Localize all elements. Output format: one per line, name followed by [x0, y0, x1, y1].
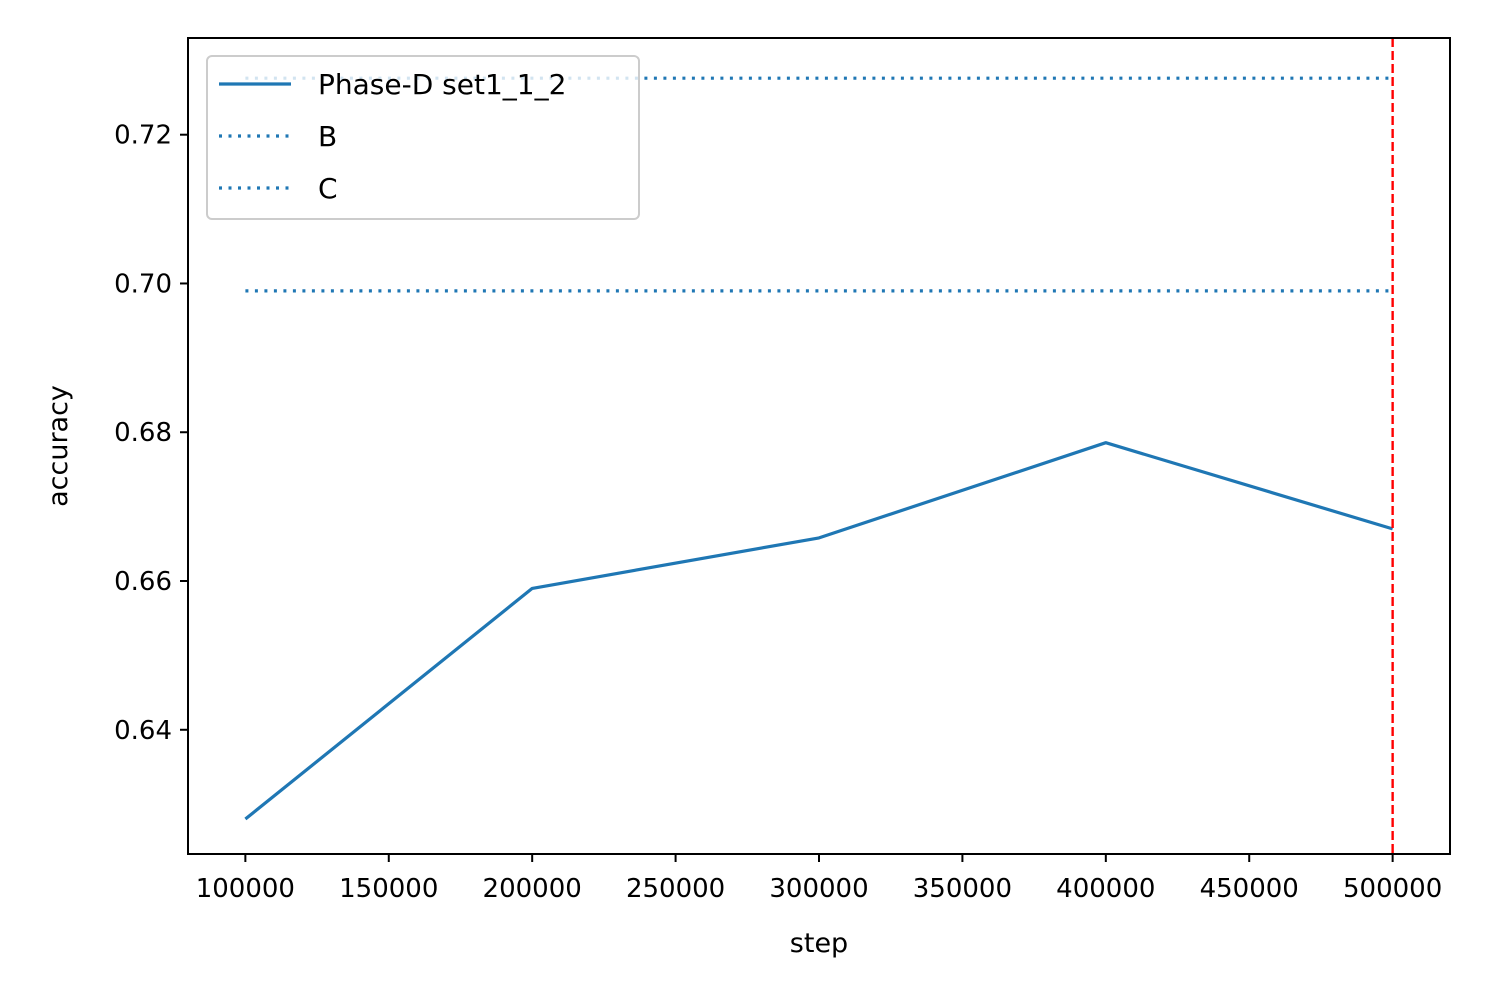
legend-box — [206, 55, 640, 220]
x-tick-label: 100000 — [196, 874, 295, 904]
legend-label-1: Phase-D set1_1_2 — [318, 68, 566, 101]
legend-label-3: C — [318, 172, 338, 205]
x-tick-label: 400000 — [1056, 874, 1155, 904]
x-axis-label: step — [790, 928, 848, 959]
x-tick-label: 350000 — [913, 874, 1012, 904]
x-axis: 100000 150000 200000 250000 300000 350000 4000… — [196, 854, 1442, 904]
legend: Phase-D set1_1_2 BC — [206, 55, 640, 220]
x-tick-label: 200000 — [483, 874, 582, 904]
x-tick-label: 500000 — [1343, 874, 1442, 904]
y-tick-label: 0.70 — [114, 269, 172, 299]
x-tick-label: 300000 — [769, 874, 868, 904]
y-axis-label: accuracy — [43, 385, 74, 507]
y-tick-label: 0.64 — [114, 716, 172, 746]
x-tick-label: 450000 — [1200, 874, 1299, 904]
legend-label-2: B — [318, 120, 337, 153]
y-tick-label: 0.72 — [114, 121, 172, 151]
series-line-1 — [244, 441, 1394, 821]
y-axis: 0.64 0.66 0.68 0.70 0.72 — [114, 121, 188, 746]
x-tick-label: 150000 — [339, 874, 438, 904]
x-tick-label: 250000 — [626, 874, 725, 904]
y-tick-label: 0.66 — [114, 567, 172, 597]
y-tick-label: 0.68 — [114, 418, 172, 448]
